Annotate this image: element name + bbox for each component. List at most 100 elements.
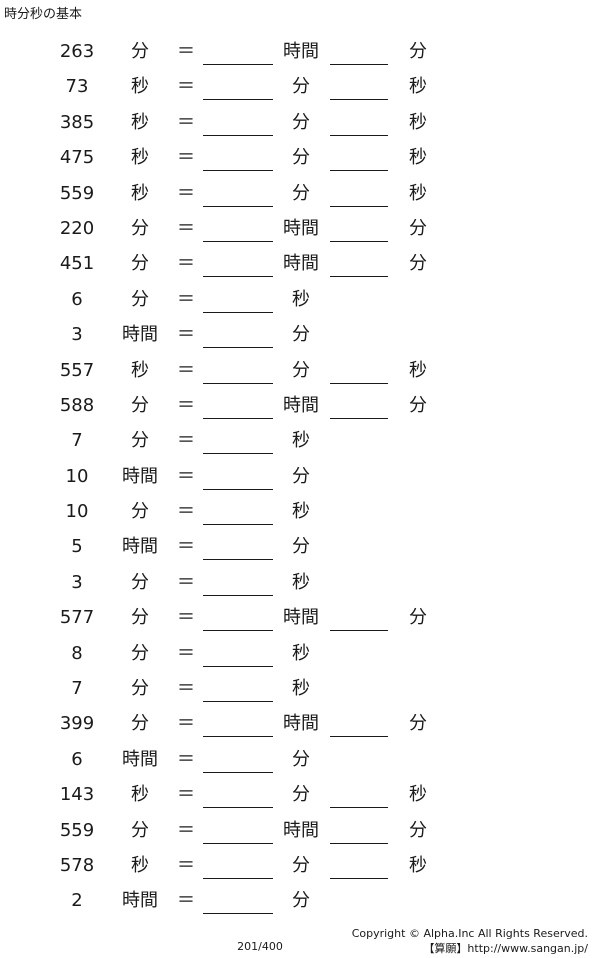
result-unit-2: 秒 <box>409 784 427 806</box>
quantity-value: 263 <box>59 41 95 62</box>
answer-blank-1[interactable] <box>203 464 273 490</box>
answer-blank-1[interactable] <box>203 676 273 703</box>
equals-sign: ＝ <box>177 41 195 62</box>
quantity-value: 6 <box>71 288 83 310</box>
problem-row: 6 時間 ＝ 分 <box>0 744 600 779</box>
quantity-value: 577 <box>59 607 95 629</box>
answer-blank-1[interactable] <box>203 641 273 667</box>
quantity-value: 8 <box>71 642 83 664</box>
problem-row: 578 秒 ＝ 分 秒 <box>0 850 600 885</box>
problem-row: 2 時間 ＝ 分 <box>0 885 600 920</box>
problem-row: 10 時間 ＝ 分 <box>0 461 600 496</box>
problem-row: 220 分 ＝ 時間 分 <box>0 213 600 248</box>
result-unit-2: 分 <box>409 607 427 629</box>
source-unit: 分 <box>131 642 149 664</box>
source-unit: 分 <box>131 571 149 593</box>
result-unit-2: 分 <box>409 713 427 735</box>
answer-blank-1[interactable] <box>203 39 273 65</box>
answer-blank-2[interactable] <box>330 853 388 879</box>
equals-sign: ＝ <box>177 359 195 381</box>
source-unit: 秒 <box>131 182 149 204</box>
answer-blank-2[interactable] <box>330 358 388 384</box>
problem-row: 559 秒 ＝ 分 秒 <box>0 178 600 213</box>
problem-row: 557 秒 ＝ 分 秒 <box>0 355 600 390</box>
answer-blank-2[interactable] <box>330 145 388 172</box>
answer-blank-1[interactable] <box>203 570 273 596</box>
quantity-value: 475 <box>59 147 95 169</box>
problem-row: 143 秒 ＝ 分 秒 <box>0 779 600 814</box>
source-unit: 時間 <box>122 890 158 912</box>
answer-blank-2[interactable] <box>330 711 388 738</box>
site-url: 【算願】http://www.sangan.jp/ <box>423 942 588 955</box>
problem-row: 577 分 ＝ 時間 分 <box>0 602 600 637</box>
quantity-value: 3 <box>71 571 83 593</box>
quantity-value: 557 <box>59 359 95 381</box>
answer-blank-1[interactable] <box>203 534 273 561</box>
result-unit-2: 分 <box>409 394 427 416</box>
problem-row: 73 秒 ＝ 分 秒 <box>0 71 600 106</box>
answer-blank-2[interactable] <box>330 782 388 809</box>
equals-sign: ＝ <box>177 217 195 239</box>
result-unit-1: 分 <box>292 182 310 204</box>
answer-blank-1[interactable] <box>203 888 273 915</box>
result-unit-1: 秒 <box>292 288 310 310</box>
result-unit-1: 秒 <box>292 678 310 700</box>
answer-blank-1[interactable] <box>203 181 273 207</box>
result-unit-1: 秒 <box>292 501 310 523</box>
quantity-value: 73 <box>65 76 89 98</box>
answer-blank-2[interactable] <box>330 216 388 242</box>
answer-blank-2[interactable] <box>330 818 388 844</box>
answer-blank-2[interactable] <box>330 39 388 65</box>
equals-sign: ＝ <box>177 288 195 310</box>
answer-blank-2[interactable] <box>330 393 388 419</box>
result-unit-1: 分 <box>292 784 310 806</box>
answer-blank-2[interactable] <box>330 181 388 207</box>
answer-blank-1[interactable] <box>203 216 273 242</box>
answer-blank-2[interactable] <box>330 110 388 136</box>
answer-blank-1[interactable] <box>203 358 273 384</box>
answer-blank-2[interactable] <box>330 74 388 101</box>
answer-blank-1[interactable] <box>203 711 273 738</box>
result-unit-1: 分 <box>292 147 310 169</box>
answer-blank-2[interactable] <box>330 605 388 632</box>
answer-blank-1[interactable] <box>203 499 273 526</box>
answer-blank-1[interactable] <box>203 605 273 632</box>
result-unit-2: 分 <box>409 217 427 239</box>
answer-blank-1[interactable] <box>203 393 273 419</box>
result-unit-1: 時間 <box>283 607 319 629</box>
result-unit-1: 秒 <box>292 571 310 593</box>
source-unit: 時間 <box>122 465 158 487</box>
equals-sign: ＝ <box>177 571 195 593</box>
answer-blank-2[interactable] <box>330 251 388 278</box>
answer-blank-1[interactable] <box>203 110 273 136</box>
result-unit-2: 分 <box>409 253 427 275</box>
equals-sign: ＝ <box>177 430 195 452</box>
equals-sign: ＝ <box>177 76 195 98</box>
problem-row: 451 分 ＝ 時間 分 <box>0 248 600 283</box>
result-unit-2: 秒 <box>409 359 427 381</box>
result-unit-1: 時間 <box>283 253 319 275</box>
result-unit-2: 秒 <box>409 111 427 133</box>
answer-blank-1[interactable] <box>203 747 273 773</box>
answer-blank-1[interactable] <box>203 428 273 455</box>
equals-sign: ＝ <box>177 182 195 204</box>
answer-blank-1[interactable] <box>203 322 273 349</box>
result-unit-1: 分 <box>292 324 310 346</box>
source-unit: 時間 <box>122 324 158 346</box>
answer-blank-1[interactable] <box>203 74 273 101</box>
answer-blank-1[interactable] <box>203 251 273 278</box>
answer-blank-1[interactable] <box>203 145 273 172</box>
problem-row: 5 時間 ＝ 分 <box>0 531 600 566</box>
quantity-value: 559 <box>59 819 95 841</box>
answer-blank-1[interactable] <box>203 782 273 809</box>
equals-sign: ＝ <box>177 678 195 700</box>
page-title: 時分秒の基本 <box>4 7 83 22</box>
problem-row: 8 分 ＝ 秒 <box>0 638 600 673</box>
equals-sign: ＝ <box>177 819 195 841</box>
source-unit: 秒 <box>131 76 149 98</box>
answer-blank-1[interactable] <box>203 287 273 313</box>
problem-row: 6 分 ＝ 秒 <box>0 284 600 319</box>
source-unit: 秒 <box>131 784 149 806</box>
answer-blank-1[interactable] <box>203 818 273 844</box>
answer-blank-1[interactable] <box>203 853 273 879</box>
